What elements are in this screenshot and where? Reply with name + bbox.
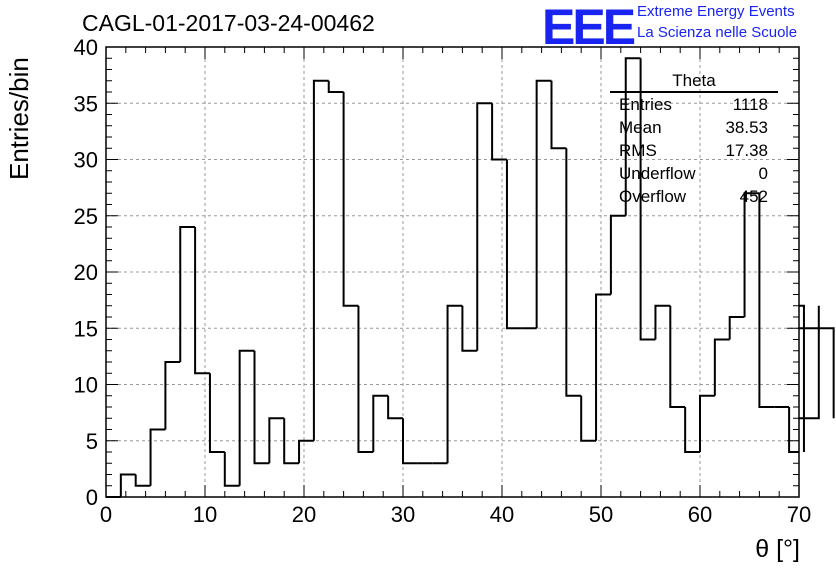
histogram-bin bbox=[743, 192, 760, 317]
x-tick-label: 50 bbox=[589, 502, 613, 527]
y-tick-label: 40 bbox=[74, 35, 98, 60]
histogram-bin bbox=[491, 103, 507, 161]
histogram-bin bbox=[639, 58, 656, 341]
histogram-bin bbox=[342, 92, 359, 307]
histogram-bin bbox=[298, 439, 314, 464]
y-tick-label: 15 bbox=[74, 316, 98, 341]
stat-row-overflow: Overflow 452 bbox=[610, 185, 778, 208]
histogram-bin bbox=[609, 214, 626, 295]
histogram-bin bbox=[461, 305, 478, 352]
histogram-bin bbox=[268, 417, 285, 464]
histogram-bin bbox=[253, 350, 270, 465]
histogram-bin bbox=[238, 349, 255, 486]
stat-row-mean: Mean 38.53 bbox=[610, 116, 778, 139]
histogram-bin bbox=[758, 193, 775, 408]
histogram-bin bbox=[312, 79, 329, 441]
stat-label: Overflow bbox=[619, 187, 687, 206]
y-tick-label: 25 bbox=[74, 204, 98, 229]
x-tick-label: 60 bbox=[688, 502, 712, 527]
histogram-bin bbox=[179, 226, 196, 362]
histogram-bin bbox=[223, 452, 240, 487]
histogram-bin bbox=[327, 80, 344, 93]
stat-value: 0 bbox=[758, 164, 768, 183]
histogram-bin bbox=[699, 394, 715, 452]
histogram-bin bbox=[446, 304, 463, 464]
histogram-bin bbox=[624, 57, 641, 216]
plot-frame bbox=[105, 46, 800, 498]
histogram-bin bbox=[119, 473, 136, 497]
y-tick-label: 10 bbox=[74, 373, 98, 398]
stat-row-rms: RMS 17.38 bbox=[610, 139, 778, 162]
x-tick-label: 70 bbox=[787, 502, 811, 527]
y-axis-label: Entries/bin bbox=[4, 57, 34, 180]
histogram-bin bbox=[799, 304, 805, 452]
stats-box: Theta Entries 1118 Mean 38.53 RMS 17.38 … bbox=[610, 71, 778, 208]
histogram-bin bbox=[283, 418, 300, 465]
run-title: CAGL-01-2017-03-24-00462 bbox=[82, 10, 375, 36]
histogram-bin bbox=[799, 305, 820, 420]
histogram-bin bbox=[402, 418, 418, 465]
x-tick-label: 30 bbox=[391, 502, 415, 527]
x-tick-label: 0 bbox=[100, 502, 112, 527]
stat-label: Entries bbox=[619, 95, 672, 114]
y-tick-label: 20 bbox=[74, 260, 98, 285]
histogram-bin bbox=[669, 305, 686, 408]
stats-title: Theta bbox=[610, 71, 778, 93]
histogram-bin bbox=[372, 394, 389, 452]
histogram-bin bbox=[164, 361, 181, 430]
histogram-bin bbox=[194, 227, 210, 375]
histogram-bin bbox=[387, 395, 403, 420]
stat-row-underflow: Underflow 0 bbox=[610, 162, 778, 185]
histogram-bin bbox=[799, 327, 835, 419]
y-tick-label: 30 bbox=[74, 148, 98, 173]
histogram-bin bbox=[684, 407, 700, 453]
histogram-bin bbox=[654, 304, 671, 340]
stat-label: RMS bbox=[619, 141, 657, 160]
stat-value: 17.38 bbox=[725, 141, 768, 160]
histogram-bin bbox=[728, 316, 745, 340]
histogram-bin bbox=[550, 80, 567, 150]
stat-row-entries: Entries 1118 bbox=[610, 93, 778, 116]
y-tick-label: 5 bbox=[86, 429, 98, 454]
histogram-bin bbox=[357, 305, 374, 453]
histogram-bin bbox=[208, 373, 225, 453]
histogram-bin bbox=[505, 159, 522, 330]
y-tick-label: 35 bbox=[74, 91, 98, 116]
stat-value: 452 bbox=[739, 187, 768, 206]
x-tick-label: 40 bbox=[490, 502, 514, 527]
y-tick-label: 0 bbox=[86, 485, 98, 510]
histogram-bin bbox=[565, 148, 582, 397]
stat-label: Underflow bbox=[619, 164, 696, 183]
stat-value: 1118 bbox=[732, 95, 768, 114]
histogram-bin bbox=[788, 407, 799, 453]
histogram-bin bbox=[476, 102, 493, 351]
x-axis-label: θ [°] bbox=[755, 535, 800, 563]
x-tick-label: 20 bbox=[292, 502, 316, 527]
stat-value: 38.53 bbox=[725, 118, 768, 137]
logo-subtitle-line1: Extreme Energy Events bbox=[637, 3, 795, 20]
eee-logo: EEE bbox=[542, 0, 636, 55]
histogram-bin bbox=[713, 338, 730, 396]
logo-subtitle-line2: La Scienza nelle Scuole bbox=[637, 24, 798, 41]
stat-label: Mean bbox=[619, 118, 662, 137]
histogram-bin bbox=[134, 474, 151, 487]
histogram-bin bbox=[595, 293, 611, 441]
histogram-bin bbox=[149, 428, 166, 486]
histogram-bin bbox=[535, 79, 552, 329]
x-tick-label: 10 bbox=[193, 502, 217, 527]
histogram-bin bbox=[580, 395, 597, 442]
